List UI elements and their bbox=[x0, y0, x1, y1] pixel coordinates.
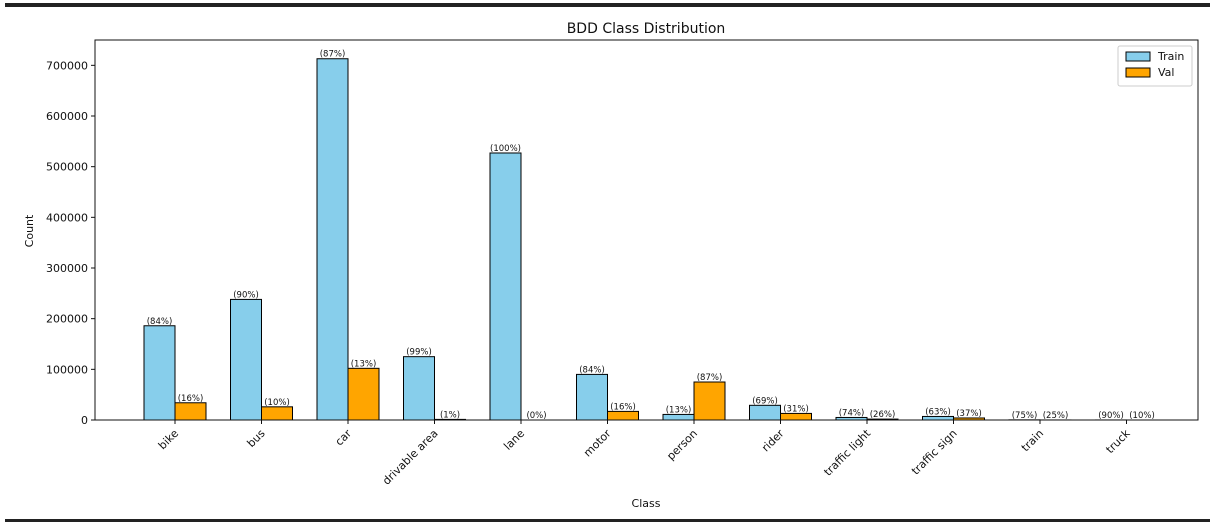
bar-percent-label: (16%) bbox=[610, 402, 636, 412]
bar-val-car bbox=[347, 367, 380, 421]
legend: Train Val bbox=[1117, 45, 1193, 87]
bar-percent-label: (84%) bbox=[147, 317, 173, 327]
y-tick-label: 300000 bbox=[46, 262, 88, 275]
x-ticks: bike bus car drivable area lane motor person ri… bbox=[156, 420, 1133, 487]
legend-label-val: Val bbox=[1158, 66, 1174, 79]
x-tick-label: truck bbox=[1103, 426, 1133, 456]
x-tick-label: bus bbox=[245, 427, 268, 450]
x-tick-label: traffic light bbox=[821, 426, 873, 478]
x-tick-label: lane bbox=[501, 427, 527, 453]
legend-label-train: Train bbox=[1157, 50, 1184, 63]
y-tick-label: 500000 bbox=[46, 161, 88, 174]
x-tick-label: person bbox=[664, 427, 700, 463]
x-tick-label: car bbox=[333, 427, 355, 449]
bar-percent-label: (0%) bbox=[526, 411, 546, 421]
bar-percent-label: (99%) bbox=[406, 348, 432, 358]
bottom-border bbox=[5, 519, 1210, 522]
bar-train-lane bbox=[489, 152, 522, 421]
bars-group: (84%) (16%) (90%) (10%) (87%) (13%) (99%) (1%) (… bbox=[143, 50, 1158, 421]
bar-train-drivable-area bbox=[403, 356, 435, 421]
bar-percent-label: (25%) bbox=[1043, 411, 1069, 421]
bar-val-bus bbox=[261, 406, 293, 421]
x-tick-label: traffic sign bbox=[909, 427, 960, 478]
bar-train-bus bbox=[230, 298, 262, 421]
bar-percent-label: (87%) bbox=[697, 373, 723, 383]
bar-train-motor bbox=[576, 373, 608, 421]
y-tick-label: 600000 bbox=[46, 110, 88, 123]
y-tick-label: 100000 bbox=[46, 363, 88, 376]
bar-percent-label: (31%) bbox=[783, 404, 809, 414]
x-axis-label: Class bbox=[632, 497, 661, 510]
x-tick-label: train bbox=[1019, 427, 1046, 454]
y-axis-label: Count bbox=[23, 214, 36, 247]
y-tick-label: 0 bbox=[81, 414, 88, 427]
bar-percent-label: (10%) bbox=[264, 398, 290, 408]
bar-percent-label: (90%) bbox=[1098, 411, 1124, 421]
x-tick-label: motor bbox=[581, 427, 614, 460]
bar-percent-label: (100%) bbox=[490, 144, 521, 154]
plot-area-frame bbox=[94, 39, 1199, 421]
bar-percent-label: (10%) bbox=[1129, 411, 1155, 421]
y-ticks: 0 100000 200000 300000 400000 500000 600000 700… bbox=[46, 59, 95, 427]
x-tick-label: drivable area bbox=[380, 427, 441, 488]
bar-val-motor bbox=[607, 410, 639, 421]
bar-percent-label: (16%) bbox=[178, 394, 204, 404]
bar-percent-label: (26%) bbox=[870, 410, 896, 420]
bar-train-bike bbox=[143, 325, 176, 421]
y-tick-label: 400000 bbox=[46, 211, 88, 224]
bar-percent-label: (74%) bbox=[839, 408, 865, 418]
legend-swatch-val bbox=[1125, 67, 1151, 78]
bar-percent-label: (69%) bbox=[752, 396, 778, 406]
chart-title: BDD Class Distribution bbox=[567, 21, 726, 37]
x-tick-label: rider bbox=[759, 427, 787, 455]
top-border bbox=[5, 3, 1210, 7]
bar-percent-label: (13%) bbox=[351, 359, 377, 369]
bar-percent-label: (90%) bbox=[233, 290, 259, 300]
legend-swatch-train bbox=[1125, 51, 1151, 62]
bar-train-car bbox=[316, 58, 349, 421]
bar-percent-label: (13%) bbox=[666, 405, 692, 415]
bar-percent-label: (75%) bbox=[1012, 411, 1038, 421]
bar-percent-label: (87%) bbox=[320, 50, 346, 60]
y-tick-label: 200000 bbox=[46, 313, 88, 326]
bar-train-rider bbox=[749, 404, 781, 421]
bar-val-bike bbox=[174, 402, 207, 421]
bar-percent-label: (37%) bbox=[956, 409, 982, 419]
y-tick-label: 700000 bbox=[46, 59, 88, 72]
bar-percent-label: (1%) bbox=[440, 410, 460, 420]
bar-val-person bbox=[693, 381, 726, 421]
bar-percent-label: (84%) bbox=[579, 365, 605, 375]
bar-percent-label: (63%) bbox=[925, 407, 951, 417]
x-tick-label: bike bbox=[156, 427, 181, 452]
